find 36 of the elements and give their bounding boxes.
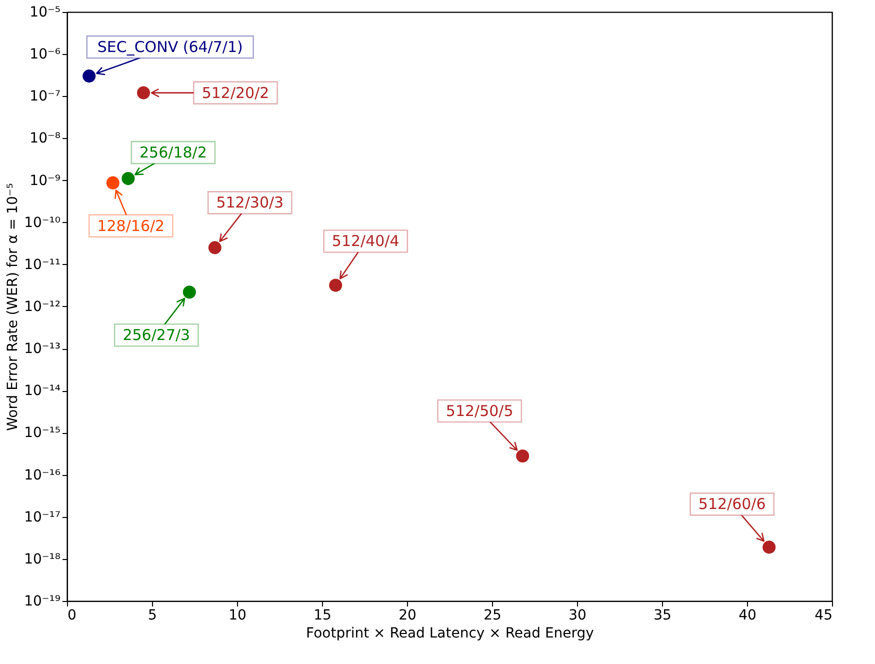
annotation: 512/50/5	[446, 402, 514, 420]
y-axis-title: Word Error Rate (WER) for α = 10⁻⁵	[5, 183, 22, 431]
annotation: 128/16/2	[97, 216, 165, 235]
x-axis-title: Footprint × Read Latency × Read Energy	[306, 626, 594, 642]
y-tick-label: 10⁻¹⁵	[24, 425, 60, 442]
y-tick-label: 10⁻¹⁷	[24, 509, 60, 526]
annotation: 512/60/6	[698, 495, 766, 514]
annotation: 512/20/2	[202, 84, 270, 102]
y-tick-label: 10⁻⁹	[30, 172, 61, 189]
annotation: 512/40/4	[332, 232, 400, 250]
y-tick-label: 10⁻¹¹	[24, 256, 60, 273]
x-tick-label: 15	[314, 608, 332, 624]
y-tick-label: 10⁻¹⁸	[24, 551, 61, 568]
y-tick-label: 10⁻¹²	[24, 299, 60, 315]
x-tick-label: 40	[738, 608, 756, 624]
y-tick-label: 10⁻⁸	[30, 130, 61, 147]
x-tick-label: 30	[568, 608, 586, 624]
y-tick-label: 10⁻¹⁶	[24, 467, 61, 484]
y-tick-label: 10⁻¹⁴	[24, 383, 61, 400]
y-tick-label: 10⁻⁶	[30, 46, 61, 63]
annotation: 512/30/3	[216, 194, 284, 212]
x-tick-label: 10	[228, 608, 246, 624]
y-tick-label: 10⁻⁵	[30, 4, 60, 20]
y-tick-label: 10⁻¹³	[24, 341, 60, 358]
annotation: SEC_CONV (64/7/1)	[97, 38, 243, 56]
x-tick-label: 5	[148, 608, 157, 624]
y-tick-label: 10⁻¹⁹	[24, 594, 61, 610]
y-tick-label: 10⁻¹⁰	[24, 214, 61, 231]
x-tick-label: 25	[484, 608, 502, 624]
x-tick-label: 35	[654, 608, 672, 624]
y-tick-label: 10⁻⁷	[30, 88, 60, 105]
x-tick-label: 20	[398, 608, 416, 624]
annotation: 256/27/3	[122, 326, 190, 344]
x-tick-label: 0	[68, 608, 76, 624]
annotation: 256/18/2	[140, 144, 207, 162]
x-tick-label: 45	[814, 608, 832, 624]
